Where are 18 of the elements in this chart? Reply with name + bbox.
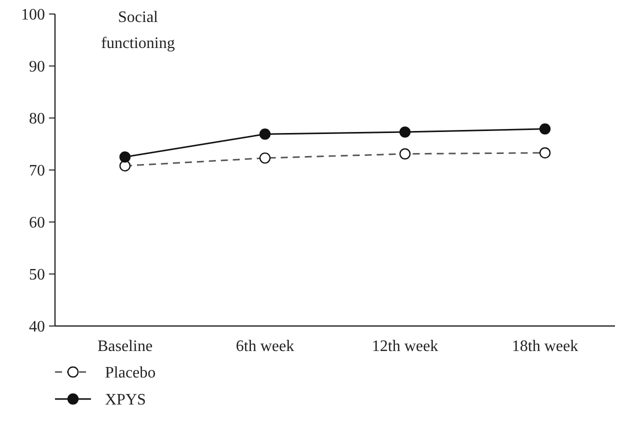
x-tick-label: Baseline xyxy=(97,338,153,355)
x-tick-label: 12th week xyxy=(372,338,438,355)
x-tick-label: 18th week xyxy=(512,338,578,355)
y-tick-label: 90 xyxy=(29,58,45,76)
y-tick-label: 80 xyxy=(29,110,45,128)
legend-label: Placebo xyxy=(105,364,156,382)
y-tick-label: 100 xyxy=(21,6,45,24)
y-tick-label: 40 xyxy=(29,318,45,336)
legend-label: XPYS xyxy=(105,392,146,409)
y-tick-label: 50 xyxy=(29,266,45,284)
point xyxy=(259,128,271,140)
y-tick-label: 70 xyxy=(29,162,45,180)
point xyxy=(119,151,131,163)
x-tick-label: 6th week xyxy=(236,338,294,355)
text: Social functioning xyxy=(101,9,175,52)
y-tick-label: 60 xyxy=(29,214,45,232)
point xyxy=(539,123,551,135)
point xyxy=(399,126,411,138)
